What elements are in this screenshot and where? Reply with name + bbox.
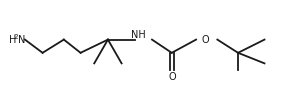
Text: N: N (18, 35, 26, 45)
Text: O: O (201, 35, 209, 45)
Text: H: H (9, 35, 16, 45)
Text: NH: NH (131, 30, 146, 40)
Text: O: O (168, 72, 176, 82)
Text: 2: 2 (14, 34, 19, 40)
